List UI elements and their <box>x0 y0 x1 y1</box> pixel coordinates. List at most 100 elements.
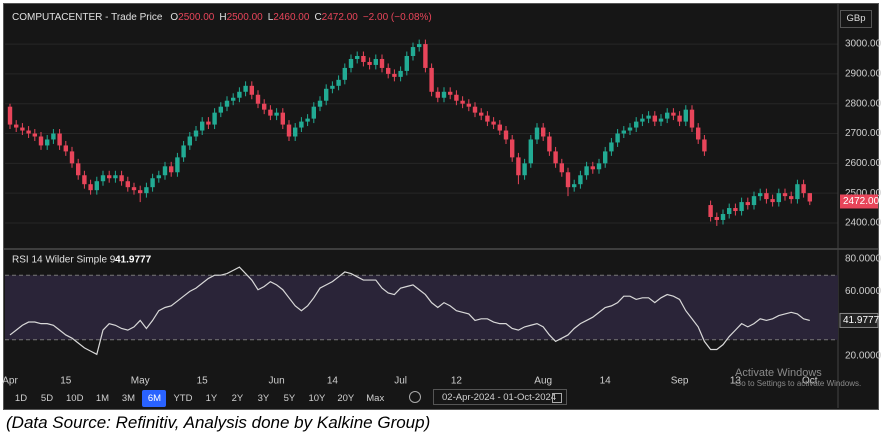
x-tick-label: 13 <box>730 376 742 387</box>
x-tick-label: Apr <box>2 376 18 387</box>
candle-body <box>237 91 242 98</box>
candle-body <box>789 196 794 200</box>
candle-body <box>621 130 626 134</box>
candle-body <box>429 67 434 92</box>
chart-header: COMPUTACENTER - Trade Price O2500.00 H2500… <box>12 12 432 23</box>
x-tick-label: Aug <box>534 376 552 387</box>
candle-body <box>119 175 124 182</box>
x-tick-label: Oct <box>802 376 818 387</box>
candle-body <box>472 106 478 113</box>
candle-body <box>45 139 50 146</box>
candle-body <box>379 58 385 68</box>
candle-body <box>739 202 744 212</box>
x-tick-label: 14 <box>600 376 612 387</box>
period-button[interactable]: 3Y <box>257 393 270 404</box>
x-tick-label: Jul <box>394 376 407 387</box>
candle-body <box>361 56 366 62</box>
candle-body <box>609 142 614 152</box>
candle-body <box>460 100 465 104</box>
candle-body <box>51 133 56 140</box>
candle-body <box>720 214 726 220</box>
y-tick-label: 20.0000 <box>845 351 882 362</box>
period-button[interactable]: Max <box>366 393 385 404</box>
legend-key: O <box>170 12 178 23</box>
candle-body <box>293 127 298 137</box>
candle-body <box>559 163 564 173</box>
candle-body <box>510 139 515 158</box>
y-tick-label: 2700.00 <box>845 128 882 139</box>
period-button[interactable]: 1D <box>14 393 28 404</box>
period-button[interactable]: 6M <box>142 390 167 407</box>
last-price-tag <box>840 194 878 209</box>
y-tick-label: 2900.00 <box>845 69 882 80</box>
period-button[interactable]: 20Y <box>337 393 355 404</box>
rsi-band <box>5 275 838 340</box>
candle-body <box>758 193 763 197</box>
candle-body <box>572 184 577 188</box>
candle-body <box>274 112 279 116</box>
candle-body <box>392 73 397 77</box>
period-button[interactable]: 10D <box>66 393 84 404</box>
candle-body <box>441 91 447 98</box>
candle-body <box>696 127 701 140</box>
candle-body <box>776 193 781 203</box>
period-button[interactable]: 5Y <box>283 393 296 404</box>
candle-body <box>745 202 750 206</box>
candle-body <box>770 199 775 203</box>
candle-body <box>76 163 81 176</box>
x-tick-label: 15 <box>197 376 209 387</box>
candle-body <box>243 85 248 92</box>
legend-value: 2500.00 <box>178 12 215 23</box>
period-button[interactable]: 1M <box>95 393 110 404</box>
candle-body <box>107 175 112 179</box>
candle-body <box>410 47 416 56</box>
candle-body <box>386 67 391 74</box>
watermark-line: Go to Settings to activate Windows. <box>735 379 862 388</box>
chart-title: COMPUTACENTER - Trade Price <box>12 12 163 23</box>
candle-body <box>181 145 186 158</box>
candle-body <box>231 97 236 101</box>
candle-body <box>187 136 192 146</box>
candle-body <box>82 175 87 185</box>
candle-body <box>324 88 329 101</box>
currency-button[interactable]: GBp <box>840 10 872 28</box>
candle-body <box>417 44 422 48</box>
candle-body <box>212 112 217 125</box>
candle-body <box>547 136 552 152</box>
candle-body <box>708 205 713 217</box>
period-button[interactable]: YTD <box>173 393 193 404</box>
candle-body <box>541 127 546 137</box>
candle-body <box>330 85 335 89</box>
candle-body <box>578 175 583 185</box>
candle-body <box>683 109 688 122</box>
candle-body <box>218 106 223 113</box>
period-button[interactable]: 1Y <box>205 393 218 404</box>
candle-body <box>795 184 800 200</box>
candle-body <box>342 67 347 80</box>
candle-body <box>677 115 682 122</box>
period-button[interactable]: 3M <box>121 393 136 404</box>
candle-body <box>255 94 261 104</box>
candle-body <box>627 127 633 131</box>
candle-body <box>32 133 37 137</box>
y-tick-label: 2400.00 <box>845 218 882 229</box>
period-toolbar: 1D 5D 10D 1M 3M 6M YTD 1Y 2Y 3Y 5Y 10Y 20Y Max <box>9 390 389 407</box>
candle-body <box>671 112 676 116</box>
candle-body <box>175 157 180 173</box>
date-range[interactable]: 02-Apr-2024 - 01-Oct-2024 <box>433 389 567 405</box>
x-tick-label: May <box>131 376 150 387</box>
candle-body <box>262 103 267 110</box>
rsi-value: 41.9777 <box>115 255 152 266</box>
settings-icon[interactable] <box>409 391 421 403</box>
candle-body <box>367 61 372 65</box>
candle-body <box>162 166 168 176</box>
candle-body <box>14 124 19 128</box>
period-button[interactable]: 10Y <box>308 393 326 404</box>
x-tick-label: 12 <box>451 376 463 387</box>
candle-body <box>138 190 143 194</box>
period-button[interactable]: 5D <box>40 393 54 404</box>
y-tick-label: 3000.00 <box>845 39 882 50</box>
period-button[interactable]: 2Y <box>231 393 244 404</box>
candle-body <box>714 216 719 220</box>
